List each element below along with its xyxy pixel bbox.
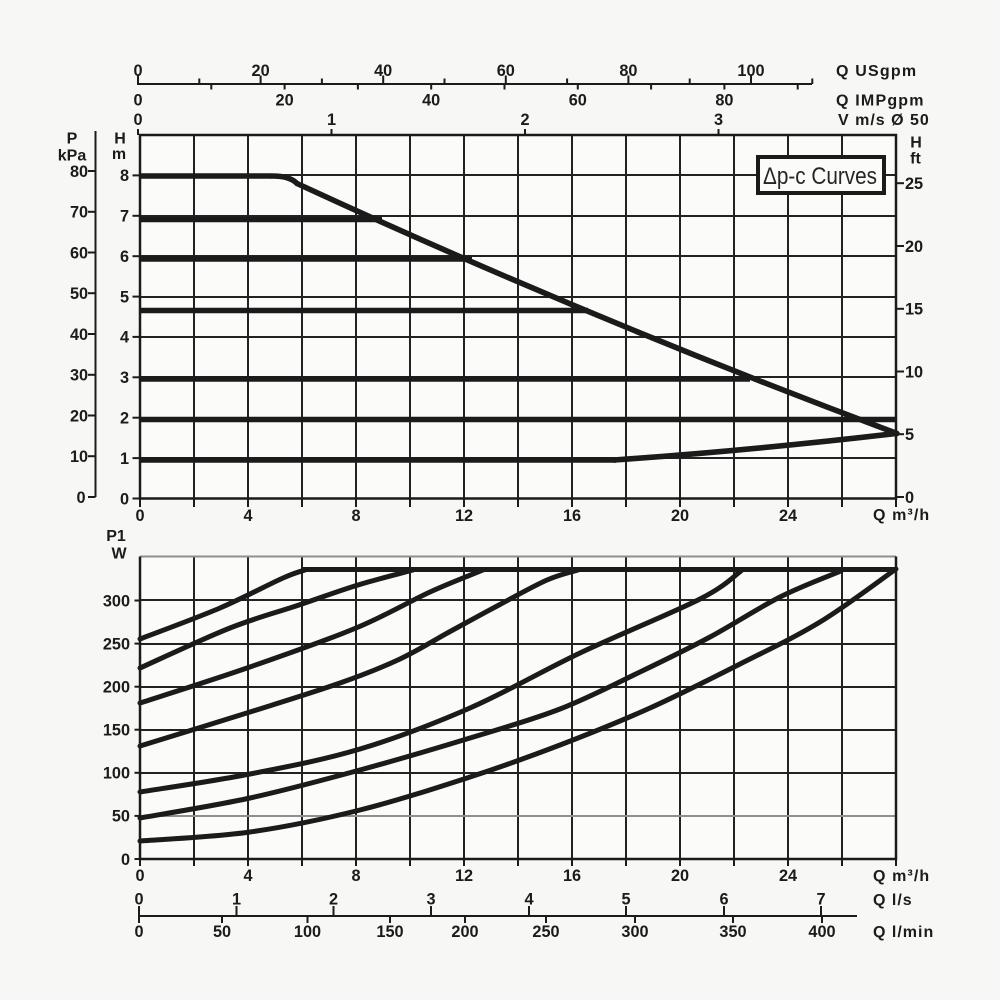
svg-text:2: 2 — [329, 891, 338, 909]
svg-text:ft: ft — [910, 151, 921, 168]
svg-text:80: 80 — [70, 163, 88, 181]
svg-text:8: 8 — [351, 867, 360, 885]
svg-text:0: 0 — [905, 489, 914, 507]
svg-text:150: 150 — [103, 722, 130, 740]
svg-text:2: 2 — [120, 410, 129, 428]
svg-text:100: 100 — [294, 923, 321, 941]
svg-text:20: 20 — [252, 62, 270, 80]
svg-text:1: 1 — [327, 111, 336, 129]
svg-text:20: 20 — [276, 92, 294, 110]
svg-text:H: H — [910, 135, 922, 152]
svg-text:8: 8 — [351, 507, 360, 525]
svg-text:70: 70 — [70, 204, 88, 222]
svg-text:6: 6 — [120, 248, 129, 266]
svg-text:0: 0 — [134, 891, 143, 909]
svg-text:16: 16 — [563, 867, 581, 885]
svg-text:300: 300 — [103, 592, 130, 610]
svg-text:24: 24 — [779, 867, 797, 885]
svg-text:50: 50 — [112, 808, 130, 826]
svg-text:4: 4 — [120, 329, 129, 347]
svg-text:0: 0 — [134, 923, 143, 941]
svg-text:m: m — [112, 146, 126, 163]
svg-text:10: 10 — [70, 448, 88, 466]
svg-text:Q IMPgpm: Q IMPgpm — [836, 93, 925, 110]
svg-text:150: 150 — [376, 923, 403, 941]
svg-text:20: 20 — [70, 407, 88, 425]
svg-text:V m/s Ø 50: V m/s Ø 50 — [838, 112, 930, 129]
svg-text:200: 200 — [451, 923, 478, 941]
svg-text:250: 250 — [103, 635, 130, 653]
svg-text:Q l/min: Q l/min — [873, 924, 934, 941]
svg-text:2: 2 — [520, 111, 529, 129]
svg-text:100: 100 — [737, 62, 764, 80]
svg-text:40: 40 — [422, 92, 440, 110]
svg-text:Δp-c Curves: Δp-c Curves — [763, 163, 877, 190]
svg-text:P1: P1 — [106, 528, 126, 545]
svg-text:4: 4 — [243, 507, 252, 525]
svg-text:200: 200 — [103, 678, 130, 696]
svg-text:0: 0 — [133, 92, 142, 110]
svg-text:P: P — [67, 131, 78, 148]
svg-text:400: 400 — [808, 923, 835, 941]
svg-text:3: 3 — [714, 111, 723, 129]
svg-text:0: 0 — [135, 507, 144, 525]
svg-text:3: 3 — [120, 369, 129, 387]
svg-text:250: 250 — [532, 923, 559, 941]
svg-text:6: 6 — [719, 891, 728, 909]
svg-text:Q m³/h: Q m³/h — [873, 507, 930, 524]
svg-text:300: 300 — [621, 923, 648, 941]
svg-text:5: 5 — [905, 426, 914, 444]
svg-text:W: W — [111, 546, 127, 563]
svg-text:4: 4 — [243, 867, 252, 885]
svg-text:4: 4 — [524, 891, 533, 909]
svg-text:H: H — [114, 131, 126, 148]
svg-text:0: 0 — [121, 851, 130, 869]
svg-text:16: 16 — [563, 507, 581, 525]
svg-text:0: 0 — [120, 490, 129, 508]
svg-text:5: 5 — [120, 288, 129, 306]
svg-text:0: 0 — [76, 489, 85, 507]
svg-text:Q USgpm: Q USgpm — [836, 63, 917, 80]
svg-text:60: 60 — [497, 62, 515, 80]
svg-text:8: 8 — [120, 167, 129, 185]
svg-text:20: 20 — [671, 867, 689, 885]
svg-text:80: 80 — [715, 92, 733, 110]
svg-text:30: 30 — [70, 367, 88, 385]
svg-text:24: 24 — [779, 507, 797, 525]
svg-text:Q m³/h: Q m³/h — [873, 868, 930, 885]
svg-text:12: 12 — [455, 507, 473, 525]
svg-text:25: 25 — [905, 175, 923, 193]
svg-text:80: 80 — [619, 62, 637, 80]
svg-text:20: 20 — [671, 507, 689, 525]
svg-text:5: 5 — [621, 891, 630, 909]
svg-text:100: 100 — [103, 765, 130, 783]
svg-text:60: 60 — [569, 92, 587, 110]
svg-text:0: 0 — [133, 111, 142, 129]
svg-text:0: 0 — [133, 62, 142, 80]
svg-text:7: 7 — [816, 891, 825, 909]
svg-text:15: 15 — [905, 301, 923, 319]
svg-text:1: 1 — [232, 891, 241, 909]
svg-text:7: 7 — [120, 208, 129, 226]
svg-text:0: 0 — [135, 867, 144, 885]
svg-text:350: 350 — [719, 923, 746, 941]
svg-text:kPa: kPa — [58, 148, 87, 165]
svg-text:60: 60 — [70, 244, 88, 262]
svg-text:12: 12 — [455, 867, 473, 885]
svg-text:1: 1 — [120, 450, 129, 468]
svg-text:40: 40 — [70, 326, 88, 344]
svg-text:50: 50 — [213, 923, 231, 941]
svg-text:40: 40 — [374, 62, 392, 80]
svg-text:10: 10 — [905, 363, 923, 381]
svg-text:50: 50 — [70, 285, 88, 303]
svg-text:3: 3 — [426, 891, 435, 909]
svg-text:Q l/s: Q l/s — [873, 892, 913, 909]
svg-text:20: 20 — [905, 238, 923, 256]
